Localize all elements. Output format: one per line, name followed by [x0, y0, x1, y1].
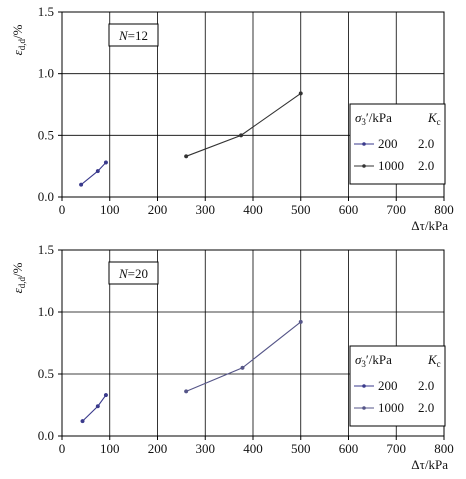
x-tick-label: 100: [100, 202, 120, 217]
x-tick-label: 400: [243, 441, 263, 456]
y-tick-label: 1.5: [38, 242, 54, 257]
data-point-200: [103, 393, 108, 398]
legend-sigma-200: 200: [378, 378, 398, 393]
legend-sigma-1000: 1000: [378, 400, 404, 415]
data-point-1000: [184, 389, 189, 394]
data-point-1000: [298, 319, 303, 324]
data-point-1000: [298, 91, 303, 96]
series-line-200: [80, 162, 107, 186]
legend-marker-1000: [362, 164, 366, 168]
data-point-200: [79, 182, 84, 187]
x-tick-label: 500: [291, 202, 311, 217]
series-line-1000: [185, 321, 302, 392]
data-point-200: [103, 160, 108, 165]
x-tick-label: 700: [387, 441, 407, 456]
y-tick-label: 0.0: [38, 189, 54, 204]
legend-sigma-200: 200: [378, 136, 398, 151]
x-tick-label: 400: [243, 202, 263, 217]
x-tick-label: 0: [59, 441, 66, 456]
y-tick-label: 0.5: [38, 366, 54, 381]
x-tick-label: 300: [196, 441, 216, 456]
y-tick-label: 0.5: [38, 127, 54, 142]
legend-kc-200: 2.0: [418, 136, 434, 151]
chart-panel-2: 0 100 200 300 400 500 600 700 800 0.0 0.5 1.0 1.5 Δτ/…: [10, 242, 454, 472]
x-tick-label: 200: [148, 202, 168, 217]
legend-kc-200: 2.0: [418, 378, 434, 393]
x-tick-label: 800: [434, 202, 454, 217]
data-point-1000: [239, 133, 244, 138]
data-point-1000: [240, 365, 245, 370]
data-point-200: [95, 169, 100, 174]
x-tick-label: 0: [59, 202, 66, 217]
x-tick-label: 200: [148, 441, 168, 456]
x-axis-label: Δτ/kPa: [411, 218, 448, 233]
chart-panel-1: 0 100 200 300 400 500 600 700 800 0.0 0.5 1.0 1.5 Δτ/…: [10, 4, 454, 233]
legend-kc-1000: 2.0: [418, 158, 434, 173]
y-tick-label: 1.0: [38, 66, 54, 81]
y-tick-label: 1.0: [38, 304, 54, 319]
legend-header-k: Kc: [427, 352, 441, 369]
annotation-label: N=12: [118, 28, 148, 43]
legend-header-sigma: σ3′/kPa: [355, 352, 392, 369]
legend-marker-200: [362, 142, 366, 146]
series-line-200: [82, 394, 107, 422]
data-point-200: [80, 419, 85, 424]
series-line-1000: [185, 92, 302, 157]
legend-marker-1000: [362, 406, 366, 410]
y-axis-label: εd,d/%: [10, 262, 27, 293]
y-tick-label: 1.5: [38, 4, 54, 19]
data-point-200: [95, 404, 100, 409]
y-axis-label: εd,d/%: [10, 24, 27, 55]
legend-kc-1000: 2.0: [418, 400, 434, 415]
x-axis-label: Δτ/kPa: [411, 457, 448, 472]
x-tick-label: 600: [339, 441, 359, 456]
y-tick-label: 0.0: [38, 428, 54, 443]
x-tick-label: 300: [196, 202, 216, 217]
legend-header-sigma: σ3′/kPa: [355, 110, 392, 127]
legend-marker-200: [362, 384, 366, 388]
legend-sigma-1000: 1000: [378, 158, 404, 173]
annotation-box: [108, 23, 159, 47]
x-tick-label: 600: [339, 202, 359, 217]
annotation-box: [108, 261, 159, 285]
x-tick-label: 100: [100, 441, 120, 456]
x-tick-label: 500: [291, 441, 311, 456]
x-tick-label: 700: [387, 202, 407, 217]
x-tick-label: 800: [434, 441, 454, 456]
annotation-label: N=20: [118, 266, 148, 281]
legend-header-k: Kc: [427, 110, 441, 127]
data-point-1000: [184, 154, 189, 159]
